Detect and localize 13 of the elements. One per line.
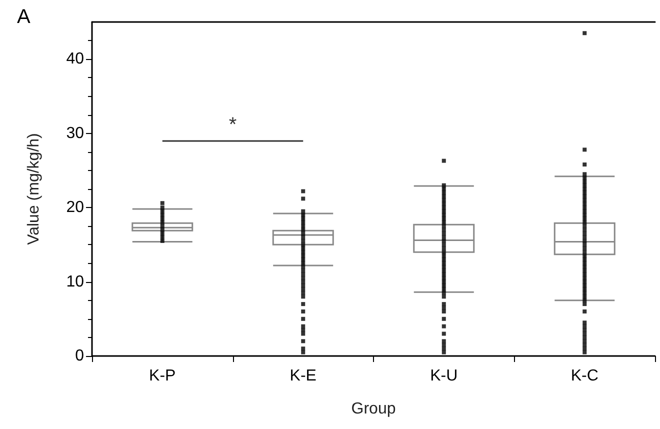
- x-tick-label: K-C: [570, 368, 598, 384]
- y-tick-label: 0: [75, 348, 84, 364]
- y-axis-title: Value (mg/kg/h): [26, 133, 42, 245]
- y-tick-label: 30: [66, 124, 84, 142]
- y-tick-label: 10: [66, 273, 84, 290]
- chart-title: A: [17, 6, 31, 28]
- x-tick-label: K-U: [430, 368, 458, 384]
- y-tick-label: 40: [66, 50, 84, 68]
- y-tick-label: 20: [66, 199, 84, 216]
- x-tick-label: K-E: [290, 368, 316, 384]
- ref-line-label: *: [228, 114, 237, 136]
- x-axis-title: Group: [351, 400, 396, 418]
- x-tick-label: K-P: [149, 368, 176, 384]
